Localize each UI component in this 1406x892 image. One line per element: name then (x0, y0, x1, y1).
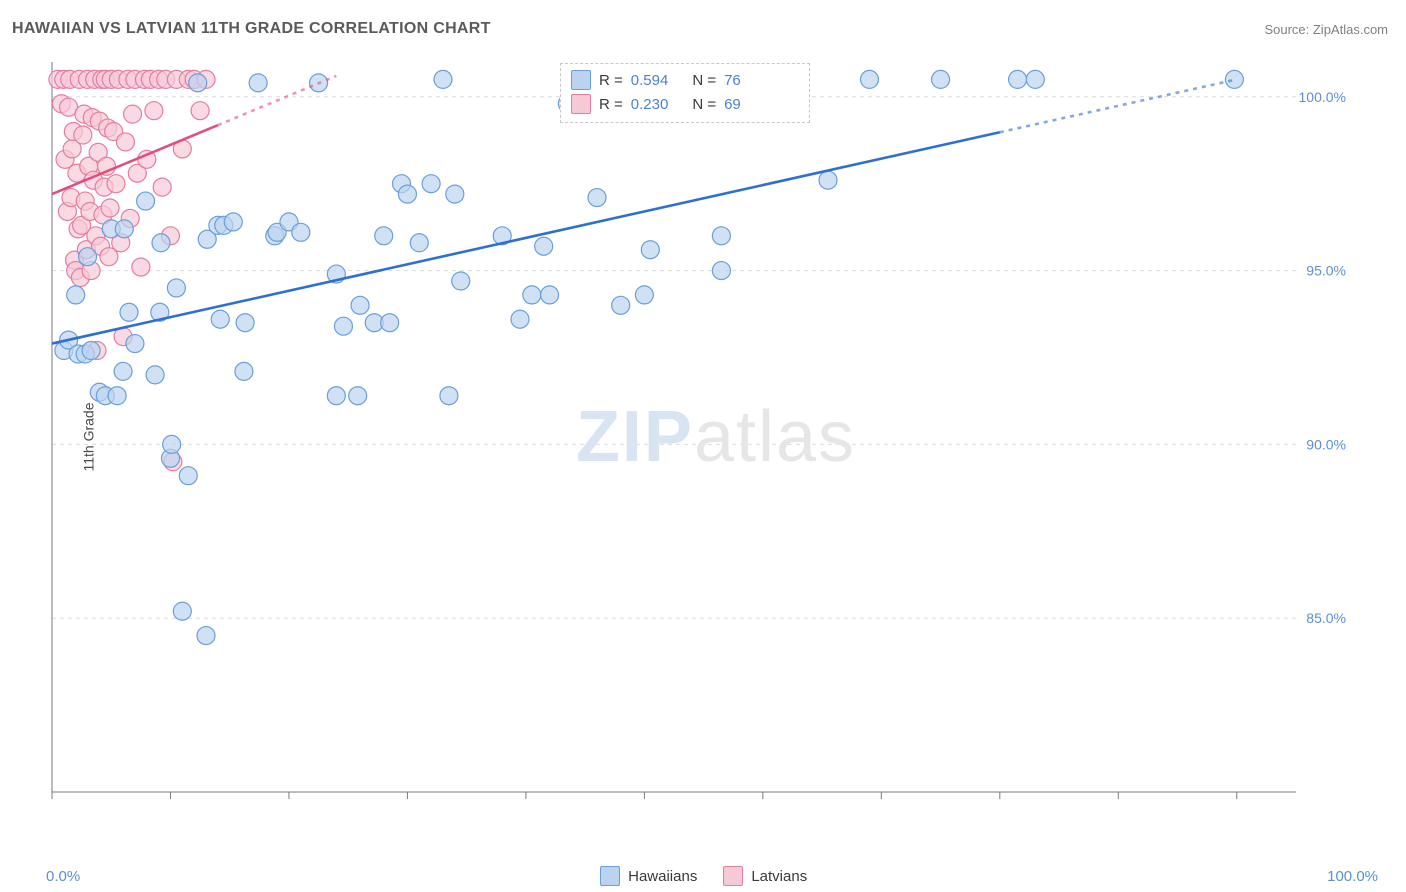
source-label: Source: ZipAtlas.com (1264, 22, 1388, 37)
plot-area: 11th Grade 85.0%90.0%95.0%100.0% ZIPatla… (46, 52, 1386, 822)
legend-n-label: N = (692, 96, 716, 113)
legend-bottom: 0.0% Hawaiians Latvians 100.0% (0, 866, 1406, 886)
legend-correlation-row: R = 0.230 N = 69 (571, 92, 799, 116)
legend-series-label: Latvians (751, 868, 807, 885)
legend-n-label: N = (692, 72, 716, 89)
legend-series-label: Hawaiians (628, 868, 697, 885)
legend-correlation: R = 0.594 N = 76 R = 0.230 N = 69 (560, 63, 810, 123)
legend-n-value: 69 (724, 96, 741, 113)
chart-page: HAWAIIAN VS LATVIAN 11TH GRADE CORRELATI… (0, 0, 1406, 892)
legend-r-value: 0.230 (631, 96, 669, 113)
legend-r-label: R = (599, 72, 623, 89)
legend-series-item: Latvians (723, 866, 807, 886)
legend-n-value: 76 (724, 72, 741, 89)
legend-r-label: R = (599, 96, 623, 113)
chart-title: HAWAIIAN VS LATVIAN 11TH GRADE CORRELATI… (12, 20, 491, 38)
legend-swatch (571, 70, 591, 90)
legend-correlation-row: R = 0.594 N = 76 (571, 68, 799, 92)
scatter-plot: 85.0% 90.0% 95.0% 100.0% (46, 52, 1386, 822)
svg-text:85.0%: 85.0% (1306, 610, 1346, 626)
legend-swatch (600, 866, 620, 886)
x-axis-left-label: 0.0% (46, 868, 80, 885)
svg-text:100.0%: 100.0% (1299, 89, 1346, 105)
svg-text:90.0%: 90.0% (1306, 436, 1346, 452)
legend-series: Hawaiians Latvians (600, 866, 807, 886)
svg-text:95.0%: 95.0% (1306, 263, 1346, 279)
x-axis-right-label: 100.0% (1327, 868, 1378, 885)
legend-series-item: Hawaiians (600, 866, 697, 886)
legend-r-value: 0.594 (631, 72, 669, 89)
legend-swatch (571, 94, 591, 114)
legend-swatch (723, 866, 743, 886)
